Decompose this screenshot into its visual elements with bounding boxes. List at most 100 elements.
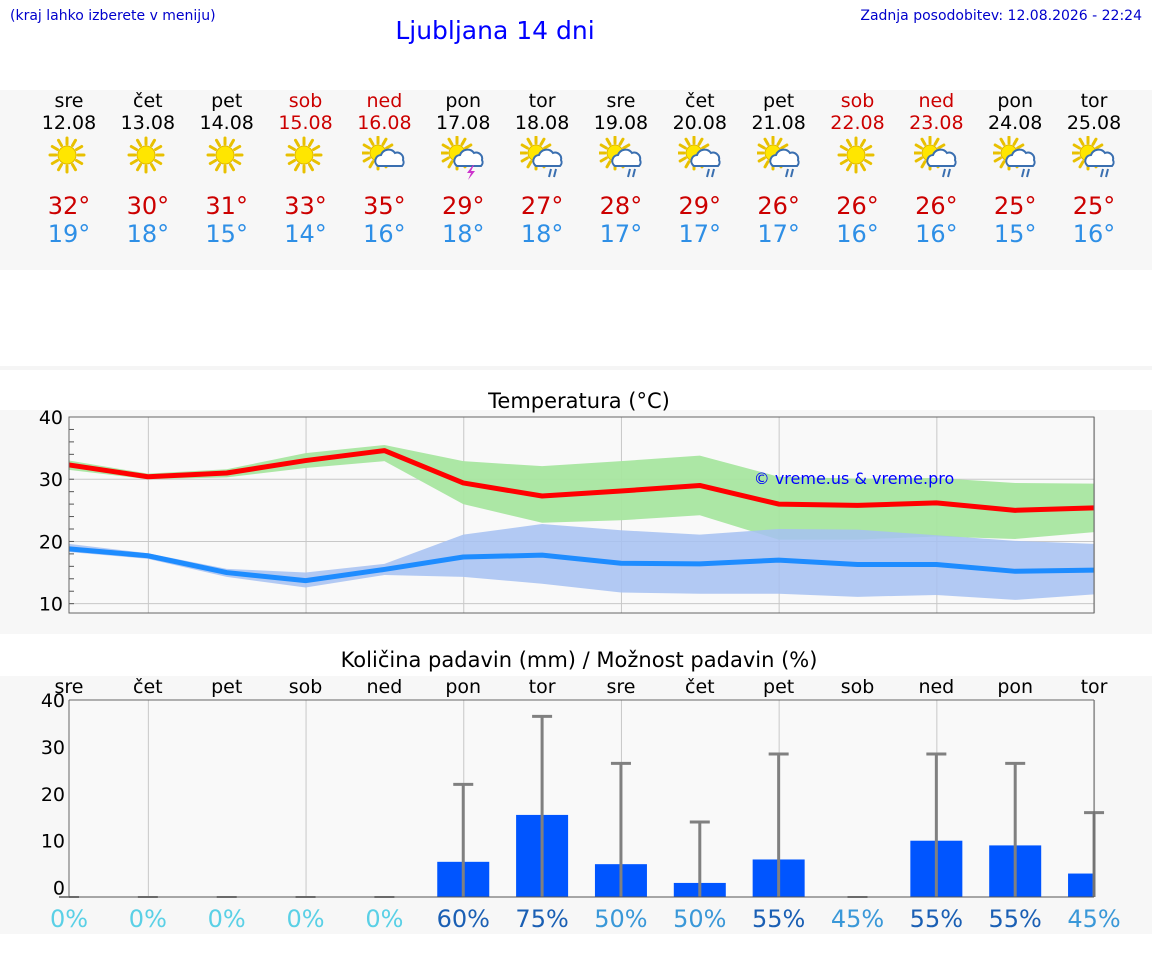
precipitation-probability: 60% <box>437 905 490 933</box>
day-name: tor <box>528 90 556 112</box>
day-date: 25.08 <box>1066 112 1122 134</box>
min-temperature: 18° <box>441 220 485 248</box>
y-tick-label: 0 <box>53 878 65 900</box>
y-tick-label: 10 <box>39 594 63 616</box>
min-temperature: 17° <box>757 220 800 248</box>
day-date: 15.08 <box>278 112 333 134</box>
sun-cloud-lightning-icon <box>441 136 484 180</box>
day-date: 20.08 <box>672 112 727 134</box>
precipitation-probability: 75% <box>515 905 568 933</box>
day-name: čet <box>133 90 163 112</box>
max-temperature: 26° <box>836 192 879 220</box>
day-date: 24.08 <box>987 112 1043 134</box>
precipitation-probability: 50% <box>673 905 726 933</box>
sun-icon <box>837 136 874 174</box>
max-temperature: 32° <box>47 192 91 220</box>
y-tick-label: 20 <box>41 784 65 806</box>
x-category-label: ned <box>367 676 403 698</box>
sun-cloud-rain-icon <box>598 136 642 178</box>
y-tick-label: 30 <box>41 737 65 759</box>
sun-icon <box>285 136 323 174</box>
forecast-strip <box>0 90 1152 270</box>
sun-cloud-icon <box>362 136 405 171</box>
forecast-day: sre 12.08 32° 19° <box>29 90 109 248</box>
x-category-label: sob <box>841 676 875 698</box>
page-title: Ljubljana 14 dni <box>395 16 595 45</box>
max-temperature: 25° <box>993 192 1037 220</box>
x-category-label: sob <box>289 676 323 698</box>
temperature-chart-title: Temperatura (°C) <box>487 389 670 413</box>
min-temperature: 15° <box>205 220 248 248</box>
forecast-day: čet 20.08 29° 17° <box>660 90 740 248</box>
forecast-day: pet 21.08 26° 17° <box>739 90 819 248</box>
day-date: 18.08 <box>514 112 570 134</box>
day-name: pet <box>763 90 795 112</box>
x-category-label: ned <box>918 676 954 698</box>
precipitation-chart-title: Količina padavin (mm) / Možnost padavin … <box>341 648 818 672</box>
precipitation-probability: 0% <box>208 905 246 933</box>
x-category-label: sre <box>55 676 84 698</box>
forecast-day: pon 24.08 25° 15° <box>975 90 1055 248</box>
min-temperature: 16° <box>915 220 958 248</box>
day-date: 13.08 <box>120 112 176 134</box>
sun-cloud-rain-icon <box>520 136 563 178</box>
section-divider <box>0 366 1152 370</box>
precipitation-probability: 0% <box>365 905 403 933</box>
day-date: 22.08 <box>830 112 885 134</box>
sun-cloud-rain-icon <box>756 136 800 178</box>
x-category-label: pet <box>763 676 794 698</box>
forecast-day: pet 14.08 31° 15° <box>187 90 267 248</box>
precipitation-probability: 0% <box>129 905 167 933</box>
day-name: čet <box>685 90 715 112</box>
day-date: 12.08 <box>41 112 97 134</box>
day-date: 21.08 <box>751 112 806 134</box>
precipitation-probability: 55% <box>910 905 963 933</box>
forecast-day: tor 18.08 27° 18° <box>502 90 582 248</box>
x-category-label: pon <box>997 676 1033 698</box>
min-temperature-line <box>68 546 1095 584</box>
forecast-day: ned 16.08 35° 16° <box>344 90 424 248</box>
max-temperature: 33° <box>284 192 327 220</box>
forecast-day: čet 13.08 30° 18° <box>108 90 188 248</box>
sun-icon <box>127 136 165 174</box>
x-category-label: sre <box>606 676 635 698</box>
max-temperature-line <box>68 448 1095 513</box>
max-temperature: 30° <box>126 192 170 220</box>
forecast-day: sob 15.08 33° 14° <box>266 90 346 248</box>
x-category-label: tor <box>529 676 556 698</box>
y-tick-label: 40 <box>41 690 65 712</box>
y-tick-label: 30 <box>39 469 63 491</box>
y-tick-label: 10 <box>41 831 65 853</box>
day-name: tor <box>1080 90 1108 112</box>
max-temperature: 35° <box>363 192 406 220</box>
sun-cloud-rain-icon <box>1072 136 1115 178</box>
last-updated: Zadnja posodobitev: 12.08.2026 - 22:24 <box>860 8 1142 24</box>
min-temperature: 17° <box>678 220 722 248</box>
max-temperature: 26° <box>915 192 958 220</box>
y-tick-label: 20 <box>39 531 63 553</box>
day-name: pon <box>997 90 1034 112</box>
day-date: 16.08 <box>357 112 412 134</box>
x-category-label: tor <box>1081 676 1108 698</box>
forecast-day: sob 22.08 26° 16° <box>818 90 898 248</box>
x-category-label: čet <box>133 676 163 698</box>
precipitation-bar <box>1068 873 1095 897</box>
temperature-plot-frame <box>68 416 1095 614</box>
sun-cloud-rain-icon <box>677 136 721 178</box>
day-date: 14.08 <box>199 112 254 134</box>
max-temperature: 27° <box>520 192 564 220</box>
max-temperature: 29° <box>678 192 722 220</box>
header-note: (kraj lahko izberete v meniju) <box>10 8 216 24</box>
max-temperature: 29° <box>441 192 485 220</box>
precipitation-probability: 45% <box>1067 905 1120 933</box>
precipitation-probability: 55% <box>989 905 1042 933</box>
sun-icon <box>206 136 244 174</box>
x-category-label: pet <box>211 676 242 698</box>
max-temperature: 25° <box>1072 192 1116 220</box>
x-category-label: čet <box>685 676 715 698</box>
day-name: pet <box>211 90 243 112</box>
precipitation-probability: 0% <box>50 905 88 933</box>
x-category-label: pon <box>445 676 481 698</box>
min-temperature: 17° <box>599 220 643 248</box>
